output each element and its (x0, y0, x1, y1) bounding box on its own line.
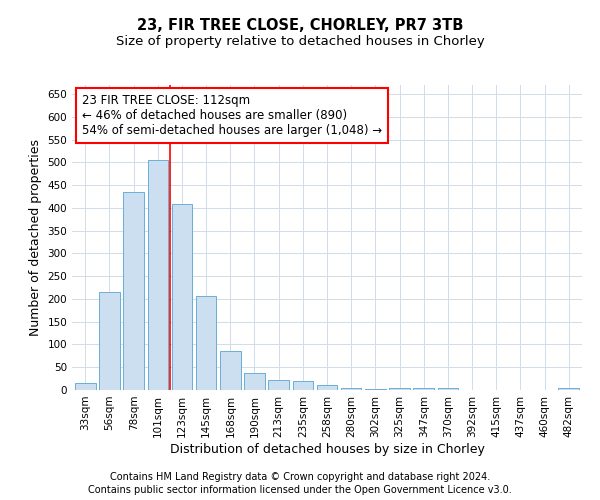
Bar (365, 388, 386, 390)
X-axis label: Distribution of detached houses by size in Chorley: Distribution of detached houses by size … (170, 442, 484, 456)
Text: 23, FIR TREE CLOSE, CHORLEY, PR7 3TB: 23, FIR TREE CLOSE, CHORLEY, PR7 3TB (137, 18, 463, 32)
Bar (172, 204, 192, 390)
Bar (559, 388, 579, 390)
Y-axis label: Number of detached properties: Number of detached properties (29, 139, 42, 336)
Text: Contains HM Land Registry data © Crown copyright and database right 2024.: Contains HM Land Registry data © Crown c… (110, 472, 490, 482)
Text: Contains public sector information licensed under the Open Government Licence v3: Contains public sector information licen… (88, 485, 512, 495)
Text: 23 FIR TREE CLOSE: 112sqm
← 46% of detached houses are smaller (890)
54% of semi: 23 FIR TREE CLOSE: 112sqm ← 46% of detac… (82, 94, 382, 137)
Bar (293, 381, 313, 390)
Bar (75, 383, 95, 390)
Bar (124, 192, 144, 390)
Bar (148, 160, 168, 390)
Bar (317, 386, 337, 390)
Bar (99, 292, 120, 390)
Bar (389, 388, 410, 390)
Bar (437, 388, 458, 390)
Bar (268, 380, 289, 390)
Text: Size of property relative to detached houses in Chorley: Size of property relative to detached ho… (116, 35, 484, 48)
Bar (341, 388, 361, 390)
Bar (244, 372, 265, 390)
Bar (220, 352, 241, 390)
Bar (413, 388, 434, 390)
Bar (196, 296, 217, 390)
